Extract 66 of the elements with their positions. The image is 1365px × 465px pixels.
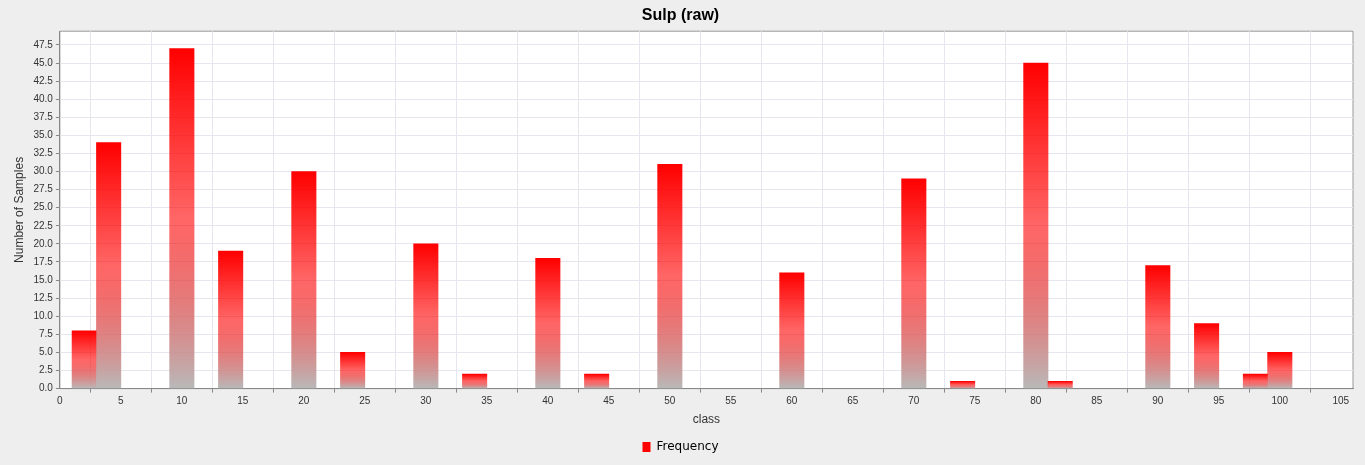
y-tick-label: 10.0 [33, 310, 54, 321]
bar [462, 373, 488, 389]
y-tick-label: 47.5 [33, 38, 54, 50]
bar [657, 163, 683, 389]
x-tick-label: 55 [725, 395, 737, 407]
bar [218, 250, 244, 389]
x-tick-label: 25 [359, 395, 371, 407]
y-tick-label: 45.0 [33, 56, 54, 68]
bar [535, 258, 561, 389]
y-tick-label: 32.5 [33, 147, 54, 159]
x-tick-label: 35 [481, 395, 493, 407]
x-tick-label: 75 [969, 395, 981, 407]
x-axis-title: class [692, 412, 721, 427]
x-tick-label: 80 [1030, 395, 1042, 407]
y-tick-label: 30.0 [33, 165, 54, 177]
y-tick-label: 17.5 [33, 255, 54, 267]
bar [1047, 381, 1073, 389]
y-tick-label: 25.0 [33, 201, 54, 213]
y-tick-label: 37.5 [33, 111, 54, 123]
bar [779, 272, 805, 389]
y-tick-label: 12.5 [33, 291, 54, 303]
bar [1194, 323, 1220, 389]
x-tick-label: 15 [237, 395, 249, 407]
bar [901, 178, 927, 389]
x-tick-label: 40 [542, 395, 554, 407]
y-tick-label: 40.0 [33, 92, 54, 104]
legend-label: Frequency [656, 439, 719, 454]
bar [96, 142, 122, 389]
x-tick-label: 50 [664, 395, 676, 407]
bar [291, 171, 317, 389]
bar [950, 381, 976, 389]
bar [413, 243, 439, 389]
bar [340, 352, 366, 389]
x-tick-label: 85 [1091, 395, 1103, 407]
bar [1267, 352, 1293, 389]
y-tick-label: 7.5 [38, 328, 54, 340]
bar [1145, 265, 1171, 389]
x-tick-label: 60 [786, 395, 798, 407]
x-tick-label: 30 [420, 395, 432, 407]
chart-title: Sulp (raw) [641, 6, 720, 24]
x-tick-label: 0 [57, 395, 64, 407]
x-tick-label: 105 [1332, 395, 1350, 407]
x-tick-label: 90 [1152, 395, 1164, 407]
bar [584, 373, 610, 389]
x-tick-label: 45 [603, 395, 615, 407]
x-tick-label: 95 [1213, 395, 1225, 407]
y-tick-label: 27.5 [33, 183, 54, 195]
x-tick-label: 5 [118, 395, 125, 407]
y-tick-label: 2.5 [38, 364, 54, 376]
bar [169, 48, 195, 389]
bar [1023, 62, 1049, 389]
x-tick-label: 100 [1271, 395, 1289, 407]
y-tick-label: 5.0 [38, 346, 54, 358]
y-tick-label: 42.5 [33, 74, 54, 86]
x-tick-label: 20 [298, 395, 310, 407]
y-tick-label: 15.0 [33, 273, 54, 285]
bar [71, 330, 97, 389]
x-tick-label: 70 [908, 395, 920, 407]
y-axis-title: Number of Samples [11, 156, 26, 263]
x-tick-label: 65 [847, 395, 859, 407]
bar [1242, 373, 1268, 389]
y-tick-label: 0.0 [38, 382, 54, 394]
x-tick-label: 10 [176, 395, 188, 407]
y-tick-label: 22.5 [33, 219, 54, 231]
y-tick-label: 20.0 [33, 237, 54, 249]
y-tick-label: 35.0 [33, 129, 54, 141]
